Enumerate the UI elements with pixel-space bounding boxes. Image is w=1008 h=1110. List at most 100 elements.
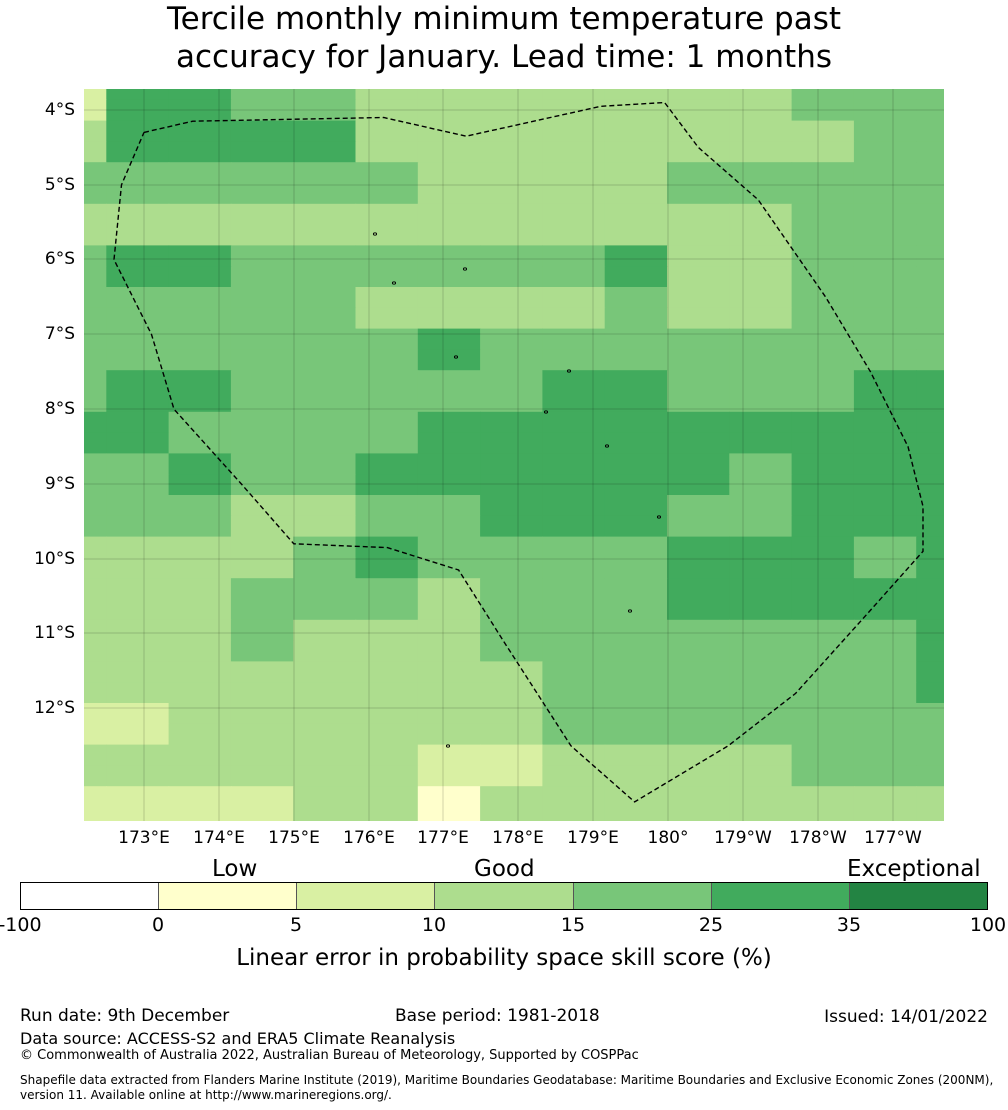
grid-cell [417,245,481,267]
grid-cell [168,786,232,808]
grid-cell [417,266,481,288]
run-date: Run date: 9th December [20,1006,230,1026]
island-outline [372,232,378,236]
grid-cell [355,703,419,725]
grid-cell [729,391,793,413]
grid-cell [542,495,606,517]
grid-cell [106,723,170,746]
grid-cell [604,349,668,371]
grid-cell [168,640,232,662]
grid-cell [604,661,668,683]
grid-cell [106,661,170,683]
grid-cell [106,141,170,163]
grid-cell [106,640,170,662]
grid-cell [480,162,543,184]
colorbar-segment-4 [573,883,712,909]
grid-cell [916,807,944,821]
grid-cell [168,453,232,475]
grid-cell [293,786,357,808]
grid-cell [84,807,107,821]
lat-label-7s: 7°S [44,324,75,344]
grid-cell [667,266,730,288]
grid-cell [480,307,543,330]
grid-cell [417,515,481,538]
grid-cell [604,141,668,163]
grid-cell [853,557,917,579]
grid-cell [480,391,543,413]
grid-cell [480,536,543,558]
grid-cell [542,183,606,205]
grid-cell [293,287,357,309]
grid-cell [791,661,855,683]
category-good: Good [474,856,535,882]
grid-cell [480,599,543,621]
grid-cell [916,224,944,246]
grid-cell [168,578,232,600]
grid-cell [729,370,793,392]
island-outline [445,744,451,748]
grid-cell [916,703,944,725]
island-outline [453,355,459,359]
grid-cell [542,245,606,267]
grid-cell [853,786,917,808]
grid-cell [604,619,668,642]
grid-cell [791,287,855,309]
grid-cell [853,245,917,267]
grid-cell [355,682,419,704]
grid-cell [106,391,170,413]
grid-cell [729,765,793,787]
grid-cell [791,453,855,475]
grid-cell [542,99,606,122]
grid-cell [916,391,944,413]
grid-cell [84,640,107,662]
grid-cell [230,141,294,163]
grid-cell [916,536,944,558]
grid-cell [667,203,730,226]
grid-cell [230,411,294,434]
grid-cell [542,370,606,392]
grid-cell [293,266,357,288]
grid-cell [168,619,232,642]
grid-cell [791,640,855,662]
grid-cell [853,183,917,205]
colorbar-label: Linear error in probability space skill … [236,945,772,971]
grid-cell [604,287,668,309]
grid-cell [168,474,232,496]
grid-cell [106,266,170,288]
grid-cell [417,224,481,246]
grid-cell [729,578,793,600]
grid-cell [84,474,107,496]
grid-cell [417,765,481,787]
grid-cell [853,370,917,392]
lat-label-12s: 12°S [34,698,75,718]
grid-cell [480,370,543,392]
grid-cell [355,99,419,122]
grid-cell [853,328,917,350]
grid-cell [791,162,855,184]
grid-cell [667,89,730,101]
grid-cell [667,599,730,621]
grid-cell [168,120,232,142]
grid-cell [480,141,543,163]
grid-cell [293,183,357,205]
grid-cell [230,245,294,267]
grid-cell [916,744,944,766]
grid-cell [729,723,793,746]
grid-cell [604,370,668,392]
grid-cell [230,765,294,787]
grid-cell [417,287,481,309]
lon-label-180: 180° [647,828,689,848]
grid-cell [168,287,232,309]
grid-cell [480,495,543,517]
grid-cell [667,682,730,704]
grid-cell [355,224,419,246]
grid-cell [480,89,543,101]
grid-cell [168,266,232,288]
grid-cell [667,141,730,163]
grid-cell [604,162,668,184]
lon-label-174e: 174°E [193,828,245,848]
grid-cell [84,141,107,163]
title-line-1: Tercile monthly minimum temperature past [166,1,842,37]
grid-cell [916,89,944,101]
grid-cell [916,723,944,746]
